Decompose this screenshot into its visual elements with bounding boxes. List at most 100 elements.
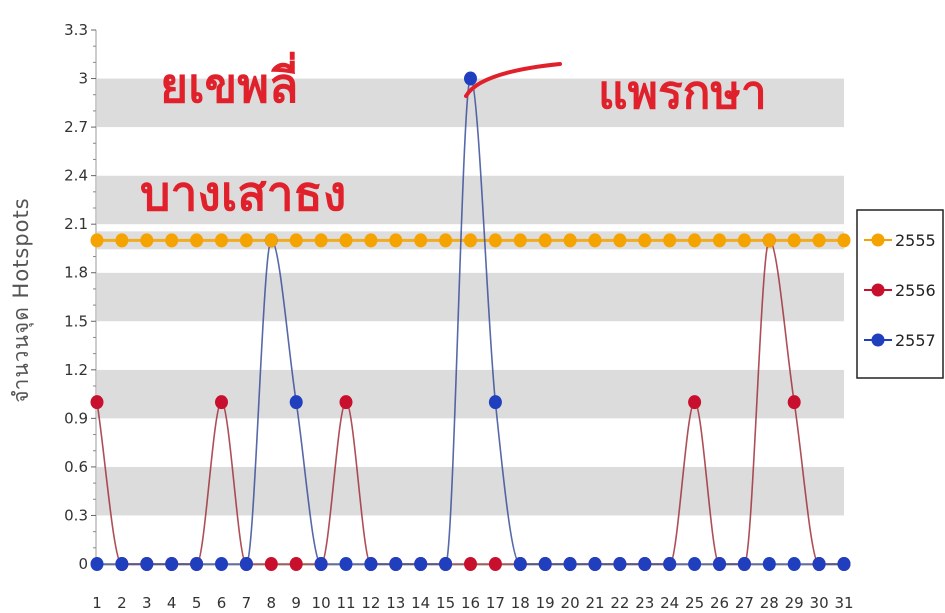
y-tick-label: 3 xyxy=(78,70,88,88)
x-tick-label: 8 xyxy=(267,594,277,612)
x-tick-label: 10 xyxy=(312,594,331,612)
x-tick-label: 22 xyxy=(610,594,629,612)
x-tick-label: 4 xyxy=(167,594,177,612)
annotation-text: ยเขพลี่ xyxy=(160,51,298,114)
data-point-2555 xyxy=(563,233,577,248)
y-tick-label: 0 xyxy=(78,555,88,573)
data-point-2556 xyxy=(264,557,278,571)
x-tick-label: 7 xyxy=(242,594,252,612)
y-tick-label: 1.8 xyxy=(64,264,88,282)
x-tick-label: 5 xyxy=(192,594,202,612)
data-point-2555 xyxy=(439,233,453,248)
x-tick-label: 16 xyxy=(461,594,480,612)
y-axis: 0 0.3 0.6 0.9 1.2 1.5 1.8 2.1 2.4 2.7 3 3.3 xyxy=(64,21,97,573)
data-point-2555 xyxy=(787,233,801,248)
x-tick-label: 31 xyxy=(834,594,853,612)
data-point-2557 xyxy=(488,395,502,410)
data-point-2555 xyxy=(663,233,677,248)
data-point-2557 xyxy=(837,557,851,571)
x-axis: 1 2 3 4 5 6 7 8 9 10 11 12 13 14 15 16 17 18 19 20 21 22 23 24 2… xyxy=(92,564,854,612)
data-point-2556 xyxy=(339,395,353,410)
x-tick-label: 11 xyxy=(336,594,355,612)
data-point-2555 xyxy=(215,233,228,248)
data-point-2556 xyxy=(289,557,303,571)
y-tick-label: 2.1 xyxy=(64,215,88,233)
legend-label: 2555 xyxy=(895,231,936,250)
data-point-2555 xyxy=(339,233,353,248)
grid-band xyxy=(97,272,844,322)
data-point-2557 xyxy=(663,557,677,571)
data-point-2557 xyxy=(563,557,577,571)
data-point-2555 xyxy=(538,233,552,248)
data-point-2557 xyxy=(812,557,826,571)
data-point-2557 xyxy=(90,557,104,571)
grid-band xyxy=(97,515,844,564)
data-point-2556 xyxy=(488,557,502,571)
y-tick-label: 0.3 xyxy=(64,506,88,524)
y-tick-label: 1.2 xyxy=(64,361,88,379)
data-point-2557 xyxy=(165,557,179,571)
data-point-2557 xyxy=(115,557,129,571)
data-point-2557 xyxy=(787,557,801,571)
data-point-2557 xyxy=(762,557,776,571)
data-point-2555 xyxy=(837,233,851,248)
x-tick-label: 9 xyxy=(291,594,301,612)
annotation-text: บางเสาธง xyxy=(140,166,346,222)
y-tick-label: 2.7 xyxy=(64,118,88,136)
data-point-2557 xyxy=(239,557,253,571)
x-tick-label: 19 xyxy=(536,594,555,612)
data-point-2555 xyxy=(762,233,776,248)
grid-band xyxy=(97,321,844,370)
data-point-2555 xyxy=(812,233,826,248)
x-tick-label: 1 xyxy=(92,594,102,612)
data-point-2557 xyxy=(588,557,602,571)
data-point-2556 xyxy=(90,395,104,410)
x-tick-label: 23 xyxy=(635,594,654,612)
x-tick-label: 15 xyxy=(436,594,455,612)
data-point-2557 xyxy=(190,557,204,571)
grid-band xyxy=(97,175,844,225)
data-point-2557 xyxy=(364,557,378,571)
legend-box xyxy=(856,209,944,379)
grid-band xyxy=(97,369,844,419)
y-tick-label: 1.5 xyxy=(64,312,88,330)
data-point-2557 xyxy=(314,557,328,571)
data-point-2557 xyxy=(339,557,353,571)
data-point-2555 xyxy=(140,233,154,248)
y-tick-label: 0.6 xyxy=(64,458,88,476)
y-tick-label: 0.9 xyxy=(64,409,88,427)
data-point-2555 xyxy=(165,233,179,248)
data-point-2556 xyxy=(787,395,801,410)
data-point-2557 xyxy=(737,557,751,571)
x-tick-label: 24 xyxy=(660,594,679,612)
data-point-2555 xyxy=(314,233,328,248)
x-tick-label: 29 xyxy=(785,594,804,612)
data-point-2556 xyxy=(688,395,702,410)
x-tick-label: 14 xyxy=(411,594,430,612)
x-tick-label: 3 xyxy=(142,594,152,612)
data-point-2557 xyxy=(688,557,702,571)
x-tick-label: 2 xyxy=(117,594,127,612)
data-point-2557 xyxy=(638,557,652,571)
x-tick-label: 12 xyxy=(361,594,380,612)
data-point-2555 xyxy=(737,233,751,248)
data-point-2555 xyxy=(513,233,527,248)
x-tick-label: 26 xyxy=(710,594,729,612)
y-tick-label: 2.4 xyxy=(64,167,88,185)
x-tick-label: 17 xyxy=(486,594,505,612)
x-tick-label: 6 xyxy=(217,594,227,612)
data-point-2557 xyxy=(613,557,627,571)
data-point-2557 xyxy=(538,557,552,571)
data-point-2555 xyxy=(464,233,477,248)
data-point-2557 xyxy=(464,71,477,86)
data-point-2555 xyxy=(588,233,602,248)
legend-label: 2557 xyxy=(895,331,936,350)
data-point-2556 xyxy=(464,557,477,571)
x-tick-label: 21 xyxy=(585,594,604,612)
data-point-2555 xyxy=(613,233,627,248)
x-tick-label: 25 xyxy=(685,594,704,612)
data-point-2555 xyxy=(488,233,502,248)
data-point-2555 xyxy=(414,233,428,248)
